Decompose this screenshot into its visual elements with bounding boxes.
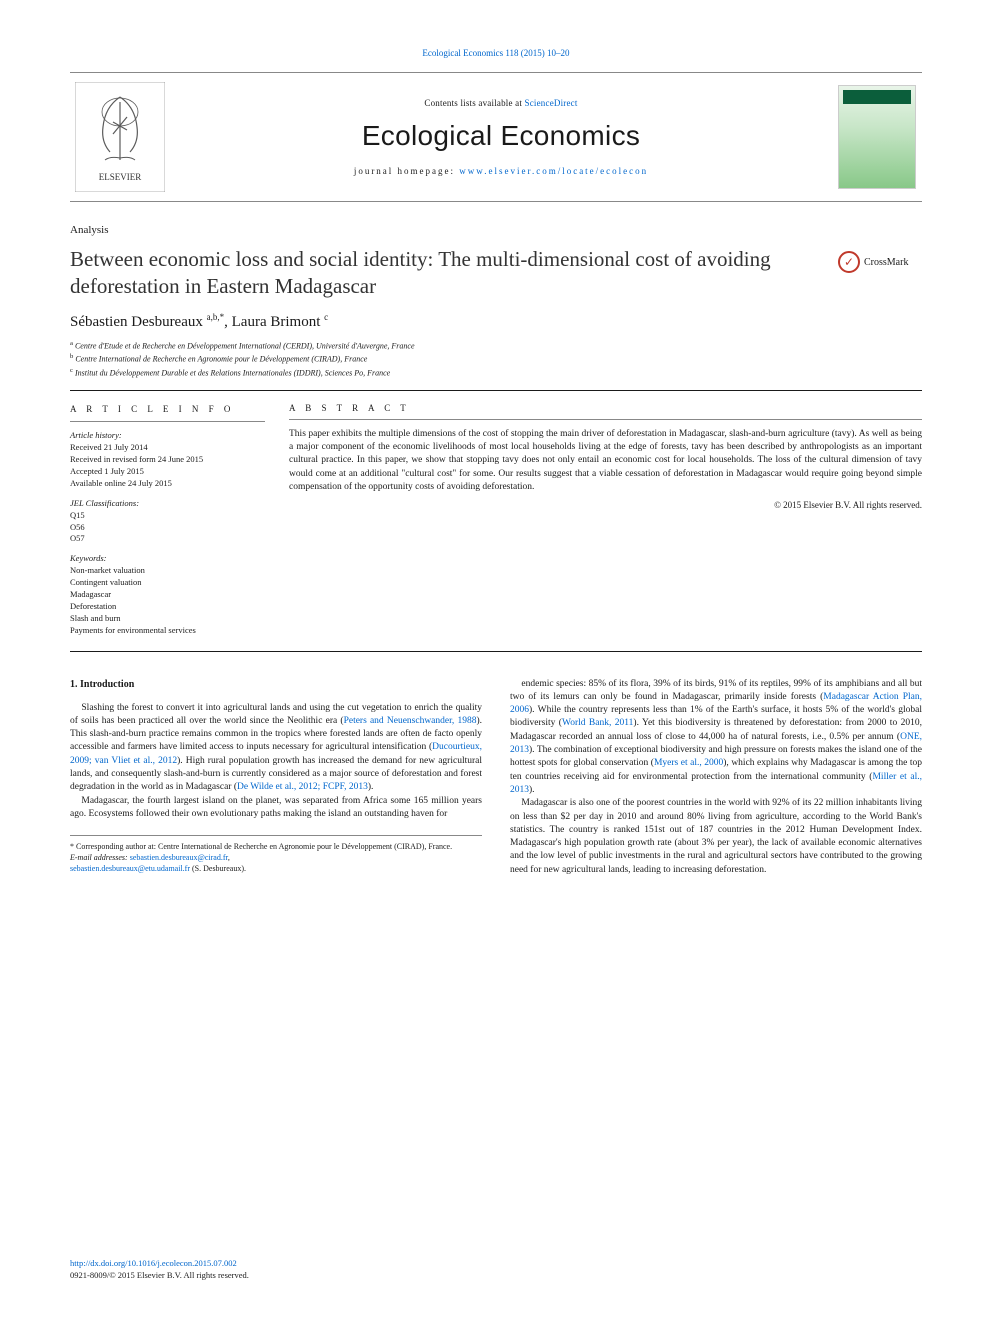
cover-thumb-wrap: [832, 77, 922, 197]
crossmark-icon: ✓: [838, 251, 860, 273]
jel-3: O57: [70, 533, 265, 545]
abstract-block: A B S T R A C T This paper exhibits the …: [289, 391, 922, 651]
para-1: Slashing the forest to convert it into a…: [70, 702, 482, 795]
author-1: Sébastien Desbureaux: [70, 314, 207, 330]
email-who: (S. Desbureaux).: [190, 864, 246, 873]
journal-cover-thumb: [838, 85, 916, 189]
para-1d: ).: [368, 782, 374, 792]
meta-block: A R T I C L E I N F O Article history: R…: [70, 390, 922, 652]
email-2[interactable]: sebastien.desbureaux@etu.udamail.fr: [70, 864, 190, 873]
abstract-copyright: © 2015 Elsevier B.V. All rights reserved…: [289, 500, 922, 510]
doi-link[interactable]: http://dx.doi.org/10.1016/j.ecolecon.201…: [70, 1258, 237, 1268]
crossmark-label: CrossMark: [864, 257, 908, 268]
jel-1: Q15: [70, 510, 265, 522]
homepage-line: journal homepage: www.elsevier.com/locat…: [170, 166, 832, 176]
email-sep: ,: [228, 853, 230, 862]
authors-line: Sébastien Desbureaux a,b,*, Laura Brimon…: [70, 312, 922, 331]
abstract-heading: A B S T R A C T: [289, 403, 922, 420]
kw-1: Non-market valuation: [70, 565, 265, 577]
crossmark-badge[interactable]: ✓ CrossMark: [838, 246, 922, 278]
affil-a: Centre d'Etude et de Recherche en Dévelo…: [73, 341, 415, 350]
jel-label: JEL Classifications:: [70, 498, 265, 510]
section-1-heading: 1. Introduction: [70, 678, 482, 692]
cite-5[interactable]: World Bank, 2011: [562, 718, 633, 728]
kw-4: Deforestation: [70, 601, 265, 613]
history-label: Article history:: [70, 430, 265, 442]
para-2: Madagascar, the fourth largest island on…: [70, 795, 482, 822]
kw-5: Slash and burn: [70, 613, 265, 625]
issn-copyright: 0921-8009/© 2015 Elsevier B.V. All right…: [70, 1270, 249, 1281]
affil-b: Centre International de Recherche en Agr…: [73, 355, 367, 364]
page-footer: http://dx.doi.org/10.1016/j.ecolecon.201…: [70, 1258, 249, 1281]
author-1-affil: a,b,: [207, 312, 220, 322]
online: Available online 24 July 2015: [70, 478, 265, 490]
received: Received 21 July 2014: [70, 442, 265, 454]
abstract-text: This paper exhibits the multiple dimensi…: [289, 428, 922, 494]
citation-link[interactable]: Ecological Economics 118 (2015) 10–20: [422, 48, 569, 58]
cite-1[interactable]: Peters and Neuenschwander, 1988: [344, 716, 477, 726]
sciencedirect-link[interactable]: ScienceDirect: [525, 98, 578, 108]
jel-2: O56: [70, 522, 265, 534]
affil-c: Institut du Développement Durable et des…: [73, 369, 390, 378]
publisher-logo-wrap: ELSEVIER: [70, 77, 170, 197]
footnote-block: * Corresponding author at: Centre Intern…: [70, 835, 482, 874]
accepted: Accepted 1 July 2015: [70, 466, 265, 478]
homepage-prefix: journal homepage:: [354, 166, 459, 176]
email-1[interactable]: sebastien.desbureaux@cirad.fr: [130, 853, 228, 862]
masthead-center: Contents lists available at ScienceDirec…: [170, 98, 832, 176]
email-label: E-mail addresses:: [70, 853, 130, 862]
citation-header: Ecological Economics 118 (2015) 10–20: [70, 48, 922, 58]
cite-3[interactable]: De Wilde et al., 2012; FCPF, 2013: [237, 782, 368, 792]
paper-title: Between economic loss and social identit…: [70, 246, 826, 300]
revised: Received in revised form 24 June 2015: [70, 454, 265, 466]
elsevier-tree-logo: ELSEVIER: [75, 82, 165, 192]
journal-masthead: ELSEVIER Contents lists available at Sci…: [70, 72, 922, 202]
body-columns: 1. Introduction Slashing the forest to c…: [70, 678, 922, 877]
contents-line: Contents lists available at ScienceDirec…: [170, 98, 832, 108]
kw-6: Payments for environmental services: [70, 625, 265, 637]
para-3: endemic species: 85% of its flora, 39% o…: [510, 678, 922, 798]
cite-7[interactable]: Myers et al., 2000: [654, 758, 723, 768]
kw-2: Contingent valuation: [70, 577, 265, 589]
footnote-corr: Corresponding author at: Centre Internat…: [74, 842, 452, 851]
author-2-affil: c: [324, 312, 328, 322]
svg-text:ELSEVIER: ELSEVIER: [99, 172, 142, 182]
para-3f: ).: [529, 785, 535, 795]
kw-3: Madagascar: [70, 589, 265, 601]
contents-prefix: Contents lists available at: [424, 98, 524, 108]
homepage-link[interactable]: www.elsevier.com/locate/ecolecon: [459, 166, 648, 176]
article-info: A R T I C L E I N F O Article history: R…: [70, 391, 265, 651]
author-2: , Laura Brimont: [224, 314, 324, 330]
kw-label: Keywords:: [70, 553, 265, 565]
para-4: Madagascar is also one of the poorest co…: [510, 797, 922, 877]
title-row: Between economic loss and social identit…: [70, 246, 922, 300]
journal-title: Ecological Economics: [170, 120, 832, 152]
article-info-heading: A R T I C L E I N F O: [70, 403, 265, 423]
affiliations: a Centre d'Etude et de Recherche en Déve…: [70, 339, 922, 380]
article-type: Analysis: [70, 224, 922, 236]
